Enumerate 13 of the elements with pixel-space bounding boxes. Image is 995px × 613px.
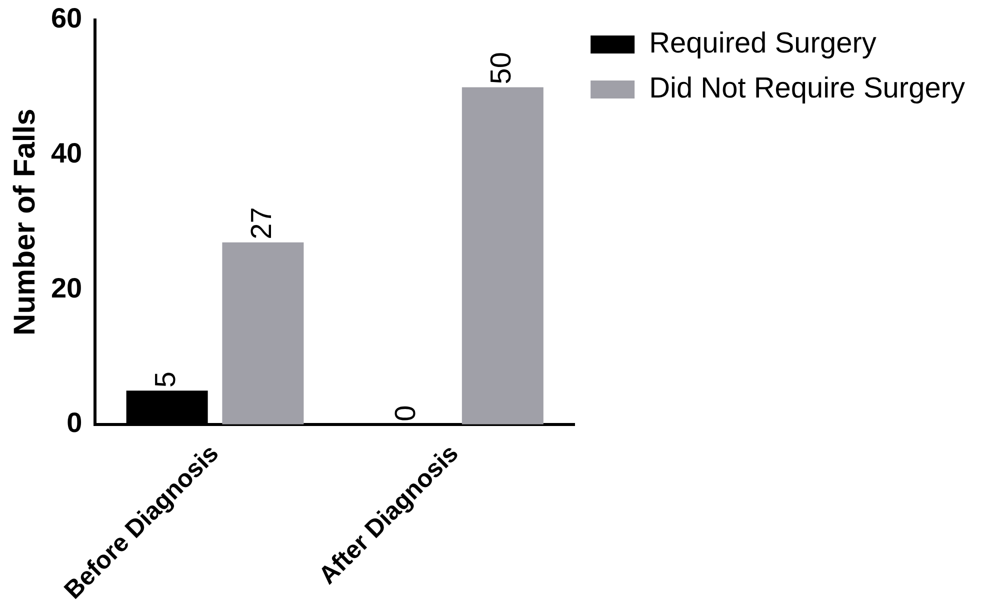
y-tick-label: 20 xyxy=(50,272,82,304)
data-label: 5 xyxy=(150,372,182,388)
y-tick-label: 0 xyxy=(66,407,82,438)
bar xyxy=(462,87,544,424)
bar xyxy=(222,242,304,424)
y-tick-label: 40 xyxy=(50,137,82,168)
data-label: 27 xyxy=(246,207,278,240)
data-label: 50 xyxy=(486,52,518,84)
y-tick-label: 60 xyxy=(50,2,82,34)
legend-label: Required Surgery xyxy=(649,28,877,60)
y-axis-title: Number of Falls xyxy=(8,108,42,336)
data-label: 0 xyxy=(390,405,422,422)
legend-label: Did Not Require Surgery xyxy=(649,72,966,104)
